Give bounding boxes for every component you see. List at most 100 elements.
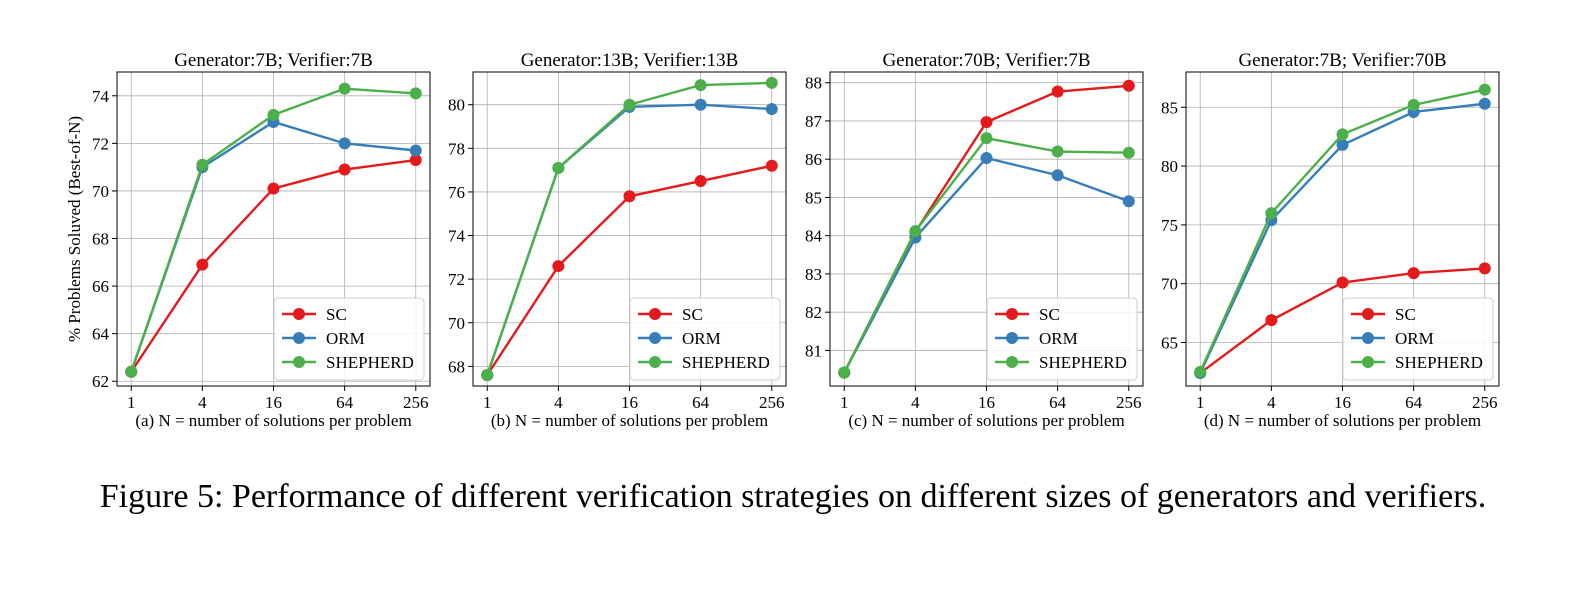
legend-label-orm: ORM (1395, 329, 1434, 348)
data-point-orm (765, 103, 778, 116)
legend-marker-sc (293, 308, 305, 320)
y-tick-label: 68 (448, 357, 465, 376)
plot-frame (116, 71, 431, 387)
y-tick-label: 62 (92, 372, 109, 391)
x-tick-label: 16 (265, 393, 282, 412)
plot-frame (472, 71, 787, 387)
y-tick-label: 70 (448, 314, 465, 333)
data-point-sc (552, 260, 565, 273)
legend-label-orm: ORM (1039, 329, 1078, 348)
y-tick-label: 74 (92, 87, 110, 106)
data-point-sc (1051, 85, 1064, 98)
data-point-sc (1265, 314, 1278, 327)
legend-marker-sc (649, 308, 661, 320)
chart-panel-1: 1 4 16 64 256 62 64 66 68 70 72 74 Generator:7B; Ver… (65, 50, 431, 430)
data-point-sc (1478, 262, 1491, 275)
data-point-shepherd (1407, 98, 1420, 111)
x-axis-label: (b) N = number of solutions per problem (491, 411, 768, 430)
data-point-shepherd (1194, 365, 1207, 378)
data-point-shepherd (1051, 145, 1064, 158)
y-tick-label: 72 (92, 134, 109, 153)
y-tick-label: 78 (448, 139, 465, 158)
legend-marker-orm (293, 332, 305, 344)
legend-box (986, 297, 1138, 381)
data-point-orm (1336, 138, 1349, 151)
legend-marker-shepherd (1362, 356, 1374, 368)
legend-label-sc: SC (1395, 305, 1416, 324)
y-tick-label: 86 (805, 150, 822, 169)
y-tick-label: 81 (805, 341, 822, 360)
chart-panel-4: 1 4 16 64 256 65 70 75 80 85 Generator:7B; Verifie… (1161, 50, 1500, 430)
legend-label-shepherd: SHEPHERD (326, 353, 414, 372)
legend-label-sc: SC (326, 305, 347, 324)
chart-title: Generator:7B; Verifier:7B (174, 50, 373, 71)
data-point-shepherd (409, 87, 422, 100)
chart-title: Generator:7B; Verifier:70B (1238, 50, 1446, 71)
legend-label-shepherd: SHEPHERD (1039, 353, 1127, 372)
data-point-sc (409, 154, 422, 167)
x-tick-label: 4 (911, 393, 920, 412)
legend: SC ORM SHEPHERD (1342, 297, 1494, 381)
data-point-orm (409, 144, 422, 157)
data-point-orm (338, 137, 351, 150)
legend-marker-shepherd (293, 356, 305, 368)
data-point-shepherd (552, 161, 565, 174)
x-tick-label: 16 (621, 393, 638, 412)
legend-marker-sc (1006, 308, 1018, 320)
legend-box (1342, 297, 1494, 381)
data-point-orm (980, 152, 993, 165)
x-tick-label: 256 (403, 393, 429, 412)
data-point-shepherd (765, 76, 778, 89)
x-tick-label: 256 (1472, 393, 1498, 412)
y-tick-label: 75 (1161, 216, 1178, 235)
legend-label-orm: ORM (326, 329, 365, 348)
data-point-sc (196, 258, 209, 271)
y-tick-label: 70 (92, 182, 109, 201)
y-tick-label: 85 (1161, 98, 1178, 117)
x-axis-label: (a) N = number of solutions per problem (135, 411, 411, 430)
y-tick-label: 66 (92, 277, 109, 296)
y-tick-label: 82 (805, 303, 822, 322)
legend-marker-orm (649, 332, 661, 344)
data-point-shepherd (1478, 83, 1491, 96)
x-tick-label: 1 (127, 393, 136, 412)
plot-frame (1185, 71, 1500, 387)
data-point-orm (694, 98, 707, 111)
y-tick-label: 85 (805, 188, 822, 207)
data-point-sc (338, 163, 351, 176)
figure-caption: Figure 5: Performance of different verif… (99, 478, 1487, 515)
data-point-shepherd (267, 108, 280, 121)
data-point-shepherd (196, 158, 209, 171)
legend-box (273, 297, 425, 381)
legend: SC ORM SHEPHERD (986, 297, 1138, 381)
data-point-shepherd (623, 98, 636, 111)
x-tick-label: 4 (198, 393, 207, 412)
x-tick-label: 16 (978, 393, 995, 412)
data-point-shepherd (338, 82, 351, 95)
data-point-orm (1122, 195, 1135, 208)
x-tick-label: 1 (1196, 393, 1205, 412)
y-tick-label: 84 (805, 227, 823, 246)
x-tick-label: 64 (1049, 393, 1067, 412)
x-axis-label: (c) N = number of solutions per problem (848, 411, 1124, 430)
y-tick-label: 87 (805, 112, 823, 131)
data-point-sc (1122, 79, 1135, 92)
data-point-sc (1336, 276, 1349, 289)
data-point-shepherd (1265, 207, 1278, 220)
x-tick-label: 16 (1334, 393, 1351, 412)
x-tick-label: 1 (840, 393, 849, 412)
legend-label-shepherd: SHEPHERD (682, 353, 770, 372)
y-tick-label: 80 (448, 96, 465, 115)
data-point-sc (765, 159, 778, 172)
y-tick-label: 68 (92, 230, 109, 249)
x-tick-label: 64 (692, 393, 710, 412)
x-tick-label: 4 (1267, 393, 1276, 412)
y-tick-label: 83 (805, 265, 822, 284)
legend-label-sc: SC (682, 305, 703, 324)
y-tick-label: 76 (448, 183, 465, 202)
data-point-orm (1478, 97, 1491, 110)
legend-marker-sc (1362, 308, 1374, 320)
data-point-sc (623, 190, 636, 203)
legend-marker-shepherd (649, 356, 661, 368)
